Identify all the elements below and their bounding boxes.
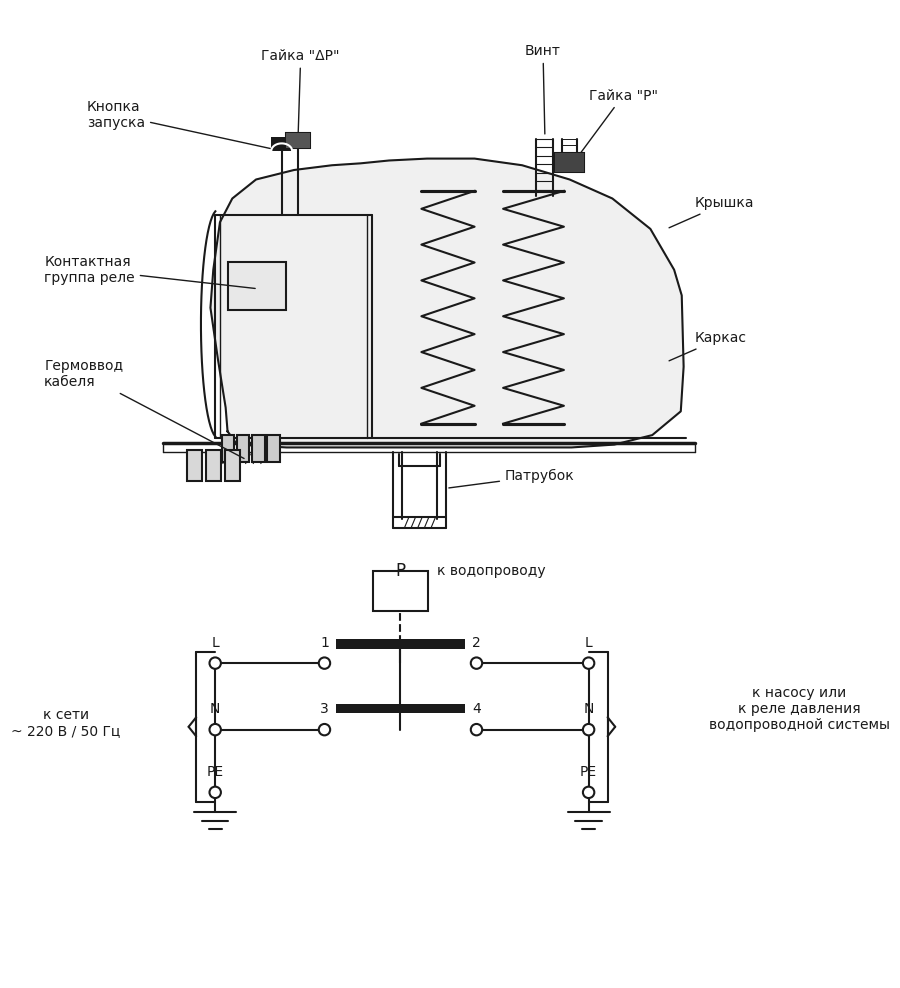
Text: Патрубок: Патрубок [449, 469, 575, 488]
Circle shape [471, 657, 482, 669]
Bar [186, 451, 202, 481]
Text: Крышка: Крышка [669, 197, 754, 228]
Circle shape [210, 786, 220, 798]
Circle shape [471, 724, 482, 735]
Circle shape [210, 724, 220, 735]
Circle shape [583, 724, 594, 735]
Bar [555, 153, 584, 172]
Bar [373, 571, 428, 611]
Circle shape [319, 657, 330, 669]
Bar [267, 435, 280, 461]
Text: к водопроводу: к водопроводу [436, 564, 545, 578]
Text: 1: 1 [320, 636, 328, 650]
Text: Контактная
группа реле: Контактная группа реле [44, 255, 256, 288]
Text: к насосу или
к реле давления
водопроводной системы: к насосу или к реле давления водопроводн… [709, 686, 890, 732]
Text: Гайка "P": Гайка "P" [573, 89, 658, 163]
Text: PE: PE [580, 765, 598, 780]
Bar [252, 435, 265, 461]
Text: P: P [395, 562, 406, 580]
Text: 4: 4 [472, 702, 481, 716]
Circle shape [583, 786, 594, 798]
Text: L: L [585, 636, 592, 650]
Text: Винт: Винт [525, 43, 561, 134]
Bar [206, 451, 220, 481]
Bar [237, 435, 249, 461]
Text: 2: 2 [472, 636, 481, 650]
Bar [221, 435, 234, 461]
Bar [285, 133, 310, 148]
Bar [225, 451, 240, 481]
Text: N: N [583, 702, 594, 716]
Bar [555, 153, 584, 172]
Text: 3: 3 [320, 702, 328, 716]
Bar [228, 262, 286, 309]
Text: Гермоввод
кабеля: Гермоввод кабеля [44, 360, 244, 458]
Text: L: L [212, 636, 219, 650]
Bar [336, 704, 465, 713]
Circle shape [319, 724, 330, 735]
Text: Каркас: Каркас [669, 331, 747, 361]
Polygon shape [211, 159, 684, 448]
Circle shape [583, 657, 594, 669]
Bar [336, 639, 465, 649]
Bar [285, 133, 310, 148]
Text: N: N [210, 702, 220, 716]
Text: PE: PE [207, 765, 224, 780]
Text: Гайка "ΔP": Гайка "ΔP" [262, 48, 340, 140]
Circle shape [210, 657, 220, 669]
Bar [271, 136, 292, 151]
Text: к сети
~ 220 В / 50 Гц: к сети ~ 220 В / 50 Гц [12, 707, 121, 738]
Text: Кнопка
запуска: Кнопка запуска [87, 100, 279, 150]
